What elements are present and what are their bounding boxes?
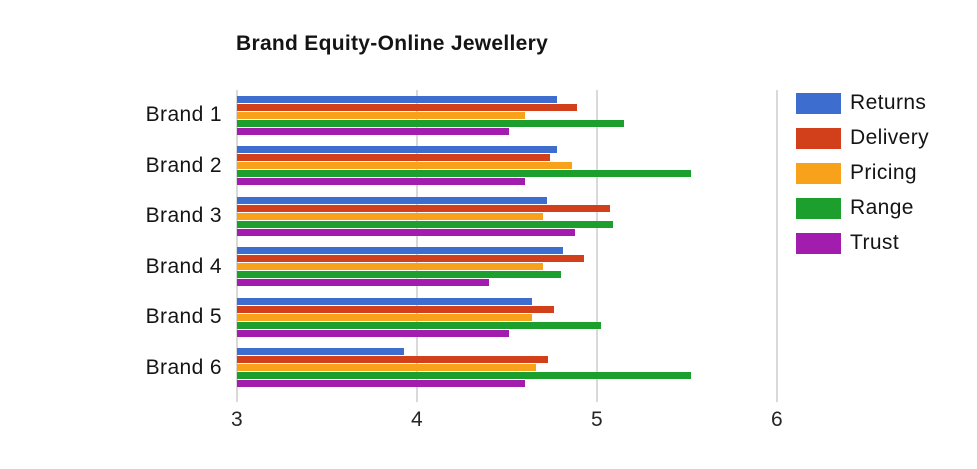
legend-swatch [796, 232, 841, 254]
bar-delivery [237, 103, 578, 111]
chart-title: Brand Equity-Online Jewellery [236, 32, 549, 55]
bar-range [237, 220, 614, 228]
bar-returns [237, 95, 558, 103]
bar-returns [237, 297, 533, 305]
bar-range [237, 170, 691, 178]
gridline [236, 90, 238, 402]
y-axis-labels: Brand 1 Brand 2 Brand 3 Brand 4 Brand 5 Brand… [0, 90, 222, 393]
plot-area [236, 90, 778, 402]
bar-delivery [237, 305, 554, 313]
bar-delivery [237, 356, 549, 364]
bar-groups [237, 90, 777, 393]
category-label: Brand 2 [145, 153, 222, 177]
bar-trust [237, 279, 490, 287]
bar-pricing [237, 263, 544, 271]
bar-returns [237, 348, 405, 356]
legend-label: Range [850, 196, 914, 219]
legend-label: Returns [850, 91, 927, 114]
gridline [596, 90, 598, 402]
bar-returns [237, 247, 563, 255]
gridline [776, 90, 778, 402]
legend-item: Trust [796, 231, 929, 254]
legend-label: Trust [850, 231, 900, 254]
legend-swatch [796, 92, 841, 114]
bar-delivery [237, 204, 610, 212]
bar-trust [237, 329, 509, 337]
x-tick-label: 6 [771, 408, 783, 431]
bar-range [237, 372, 691, 380]
category-label: Brand 4 [145, 254, 222, 278]
legend-item: Range [796, 196, 929, 219]
bar-range [237, 119, 625, 127]
bar-group [237, 343, 777, 394]
legend-swatch [796, 197, 841, 219]
bar-delivery [237, 154, 551, 162]
legend-item: Delivery [796, 126, 930, 149]
category-label: Brand 3 [145, 204, 222, 228]
legend-label: Delivery [850, 126, 930, 149]
gridline [416, 90, 418, 402]
legend-swatch [796, 162, 841, 184]
legend: Returns Delivery Pricing Range Trust [796, 91, 930, 254]
bar-trust [237, 380, 525, 388]
bar-pricing [237, 364, 536, 372]
bar-group [237, 242, 777, 293]
bar-pricing [237, 313, 533, 321]
bar-group [237, 292, 777, 343]
bar-group [237, 141, 777, 192]
x-tick-label: 5 [591, 408, 603, 431]
x-tick-label: 4 [411, 408, 423, 431]
category-label: Brand 5 [145, 305, 222, 329]
bar-returns [237, 146, 558, 154]
bar-trust [237, 127, 509, 135]
legend-label: Pricing [850, 161, 917, 184]
bar-pricing [237, 212, 544, 220]
bar-pricing [237, 162, 572, 170]
legend-swatch [796, 127, 841, 149]
bar-group [237, 191, 777, 242]
bar-delivery [237, 255, 585, 263]
legend-item: Returns [796, 91, 929, 114]
bar-trust [237, 228, 576, 236]
bar-range [237, 321, 601, 329]
x-tick-label: 3 [231, 408, 243, 431]
bar-returns [237, 196, 547, 204]
bar-group [237, 90, 777, 141]
x-axis-labels: 3 4 5 6 [231, 408, 783, 436]
category-label: Brand 6 [145, 355, 222, 379]
bar-pricing [237, 111, 525, 119]
bar-trust [237, 178, 525, 186]
category-label: Brand 1 [145, 103, 222, 127]
bar-range [237, 271, 561, 279]
legend-item: Pricing [796, 161, 929, 184]
